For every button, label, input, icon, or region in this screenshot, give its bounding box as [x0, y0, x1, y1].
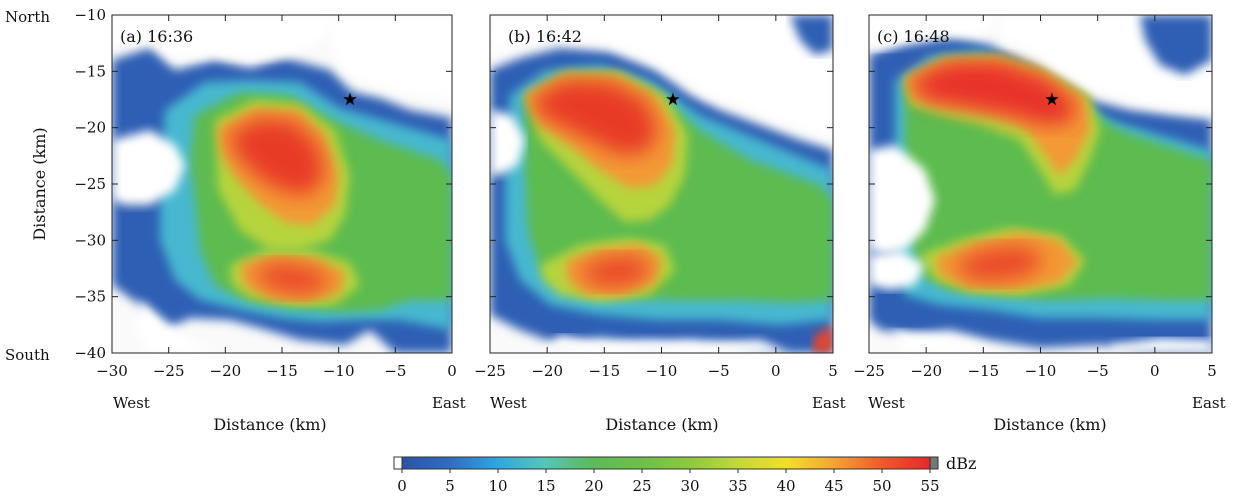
panel-b-xtick-label: −15: [589, 362, 621, 380]
panel-a-east-label: East: [432, 394, 466, 412]
clear-air-west-2: [869, 250, 925, 290]
panel-c-xtick-label: −15: [968, 362, 1000, 380]
clear-air-northwest: [869, 15, 1000, 50]
panel-b-xtick-label: −25: [474, 362, 506, 380]
colorbar-tick-label: 50: [872, 477, 891, 495]
panel-a-xtick-label: −30: [96, 362, 128, 380]
colorbar-bar: [401, 456, 931, 470]
clear-air-southeast: [1110, 338, 1212, 353]
panel-a-xtick-label: 0: [447, 362, 457, 380]
panel-b-xtick-label: −20: [531, 362, 563, 380]
colorbar-unit: dBz: [946, 454, 976, 473]
echo-red-core-2: [255, 262, 332, 295]
clear-air-north: [112, 15, 330, 60]
panel-a-field: [112, 15, 452, 353]
panel-a: (a) 16:36 −30 −25 −20 −15 −10 −5 0 −10 −15 −20 −25…: [5, 6, 466, 434]
clear-air-southwest: [135, 300, 215, 353]
panel-b-field: [490, 15, 833, 353]
panel-c-xtick-label: −25: [853, 362, 885, 380]
colorbar-tick-label: 25: [632, 477, 651, 495]
ylabel: Distance (km): [30, 127, 49, 240]
ytick-label: −25: [74, 175, 106, 193]
panel-b-west-label: West: [490, 394, 527, 412]
ytick-label: −35: [74, 288, 106, 306]
panel-c-xtick-label: −20: [910, 362, 942, 380]
panel-b-label: (b) 16:42: [508, 27, 582, 46]
panel-b-xtick-label: −10: [646, 362, 678, 380]
panel-a-xtick-label: −25: [153, 362, 185, 380]
panel-a-axes: −30 −25 −20 −15 −10 −5 0 −10 −15 −20 −25 −30 −35 −40: [74, 6, 456, 380]
panel-a-xtick-label: −15: [266, 362, 298, 380]
colorbar-tick-label: 5: [445, 477, 455, 495]
south-label: South: [5, 346, 50, 364]
panel-b-xlabel: Distance (km): [605, 415, 718, 434]
blue-patch-ne: [1140, 15, 1212, 75]
panel-c-xtick-label: −5: [1087, 362, 1109, 380]
panel-c-axes: −25 −20 −15 −10 −5 0 5: [853, 14, 1217, 380]
ytick-label: −40: [74, 344, 106, 362]
ytick-label: −15: [74, 62, 106, 80]
clear-air-west: [490, 110, 525, 175]
colorbar-tick-label: 30: [680, 477, 699, 495]
stars: [343, 92, 1059, 106]
clear-air-west: [112, 130, 185, 205]
clear-air-south: [540, 335, 790, 353]
panel-c-star-marker: [1045, 92, 1059, 106]
panel-c-xtick-label: −10: [1025, 362, 1057, 380]
blue-patch-ne: [790, 15, 833, 55]
panel-b-xtick-label: 5: [828, 362, 838, 380]
north-label: North: [5, 8, 50, 26]
panel-a-west-label: West: [113, 394, 150, 412]
clear-air-southwest: [890, 330, 1000, 353]
panel-b-xtick-label: −5: [708, 362, 730, 380]
clear-air-northeast: [330, 15, 452, 100]
panel-c-xlabel: Distance (km): [993, 415, 1106, 434]
panel-b-xtick-label: 0: [771, 362, 781, 380]
clear-air-west: [869, 145, 935, 255]
colorbar-tick-label: 45: [824, 477, 843, 495]
colorbar-tick-label: 20: [584, 477, 603, 495]
echo-red-core-2: [955, 246, 1045, 282]
ytick-label: −20: [74, 119, 106, 137]
panel-a-xtick-label: −10: [323, 362, 355, 380]
panel-c-west-label: West: [868, 394, 905, 412]
colorbar-tick-label: 35: [728, 477, 747, 495]
colorbar: dBz 0 5 10 15 20 25 30 35 40 45 50 55: [393, 454, 976, 495]
panel-b-axes: −25 −20 −15 −10 −5 0 5: [474, 14, 838, 380]
colorbar-tick-label: 55: [920, 477, 939, 495]
colorbar-tick-label: 10: [488, 477, 507, 495]
ytick-label: −30: [74, 231, 106, 249]
echo-red-core-1: [910, 62, 1075, 125]
colorbar-ticks: 0 5 10 15 20 25 30 35 40 45 50 55: [397, 469, 940, 495]
panel-b: (b) 16:42 −25 −20 −15 −10 −5 0 5 West East Dis…: [474, 14, 846, 434]
colorbar-under-box: [393, 456, 403, 470]
colorbar-over-box: [929, 456, 939, 470]
colorbar-tick-label: 15: [536, 477, 555, 495]
panel-c-label: (c) 16:48: [877, 27, 950, 46]
clear-air-northeast: [560, 15, 833, 140]
echo-red-core-1: [228, 118, 325, 195]
panel-a-xtick-label: −20: [210, 362, 242, 380]
echo-red-corner: [812, 325, 833, 353]
echo-red-core-2: [580, 256, 652, 288]
colorbar-tick-label: 0: [397, 477, 407, 495]
ytick-label: −10: [74, 6, 106, 24]
panel-b-star-marker: [666, 92, 680, 106]
panel-c-field: [869, 15, 1212, 353]
panel-a-label: (a) 16:36: [120, 27, 193, 46]
panel-b-east-label: East: [812, 394, 846, 412]
panel-a-xtick-label: −5: [384, 362, 406, 380]
panel-c: (c) 16:48 −25 −20 −15 −10 −5 0 5 West East Dis…: [853, 14, 1226, 434]
clear-air-northwest: [490, 15, 560, 55]
panel-a-xlabel: Distance (km): [213, 415, 326, 434]
echo-red-core-1: [532, 80, 658, 155]
panel-c-xtick-label: 5: [1207, 362, 1217, 380]
panel-c-east-label: East: [1192, 394, 1226, 412]
colorbar-tick-label: 40: [776, 477, 795, 495]
panel-a-star-marker: [343, 92, 357, 106]
panel-c-xtick-label: 0: [1150, 362, 1160, 380]
